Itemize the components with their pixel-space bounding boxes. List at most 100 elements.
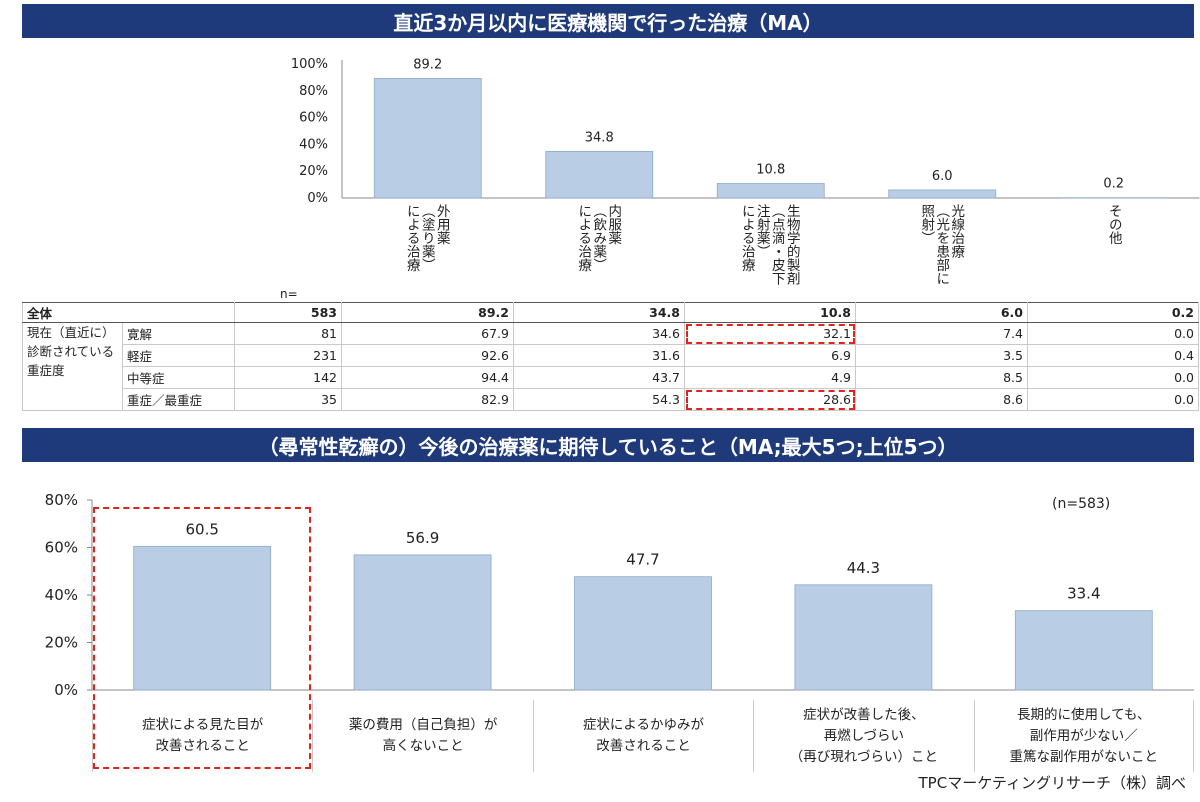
table-group-label-line: 重症度 [27,363,65,378]
chart2-bar [794,584,933,691]
chart2-category-label: 症状が改善した後、 再燃しづらい （再び現れづらい）こと [753,700,973,772]
chart1-category-label: 外用薬 （塗り薬） による治療 [403,204,450,304]
chart1-category-label-line: 照射） [918,204,935,245]
chart1-y-tick: 40% [299,137,328,152]
chart2-n-label: (n=583) [1052,496,1111,512]
chart2-category-label: 症状によるかゆみが 改善されること [532,700,753,772]
table-cell-value: 94.4 [341,366,514,389]
table-group-label: 現在（直近に） 診断されている 重症度 [22,322,123,411]
chart2-bar [574,576,712,691]
chart2-category-label-line: 薬の費用（自己負担）が [348,717,498,733]
chart1-y-tick: 20% [299,164,328,179]
chart2-category-label-line: （再び現れづらい）こと [789,748,938,765]
table-row: 現在（直近に） 診断されている 重症度 寛解 81 67.9 34.6 32.1 7.4 0.0 [22,322,1199,411]
chart2-category-label-line: 副作用が少ない／ [1029,727,1138,744]
chart1-category-label: 光線治療 （光を患部に 照射） [918,204,965,304]
chart2-category-label: 長期的に使用しても、 副作用が少ない／ 重篤な副作用がないこと [973,700,1194,772]
table-cell-value: 8.5 [855,366,1028,389]
chart1-y-tick: 60% [299,111,328,126]
table-cell-value: 54.3 [513,388,685,411]
chart1-category-label: 内服薬 （飲み薬） による治療 [575,204,622,304]
chart2-bar [1014,610,1153,691]
chart2-category-label-line: 長期的に使用しても、 [1017,706,1151,723]
table-row-label: 全体 [22,302,235,323]
table-cell-value: 31.6 [513,344,685,367]
chart2-category-label-line: 改善されること [596,738,691,754]
n-header: n= [280,287,298,301]
chart2-bar-value: 44.3 [847,559,880,577]
chart2-category-label-line: 改善されること [155,738,250,754]
table-cell-highlighted: 28.6 [684,388,856,411]
chart2-category-label-line: 重篤な副作用がないこと [1009,748,1159,765]
chart1-bar [545,150,654,199]
table-cell-value: 89.2 [341,302,514,323]
chart1-y-tick: 80% [299,84,328,99]
chart2-y-tick: 40% [45,586,78,604]
chart1-y-tick: 100% [291,57,328,72]
chart2-category-label: 症状による見た目が 改善されること [92,700,312,772]
chart1-category-label-line: 外用薬 [433,204,450,245]
chart1-plot: 100% 80% 60% 40% 20% 0% 89.2 34.8 10.8 6.0 0.2 [291,57,1200,206]
table-cell-value: 82.9 [341,388,514,411]
chart1-bar-value: 6.0 [932,169,953,184]
chart1-category-label: その他 [1105,204,1122,304]
chart1-category-label-line: による治療 [575,204,592,272]
table-cell-value: 0.4 [1027,344,1199,367]
chart2-bar [353,554,492,691]
breakdown-table: 全体 583 89.2 34.8 10.8 6.0 0.2 現在（直近に） 診断されている 重症度… [22,302,1199,411]
chart2-category-label-line: 再燃しづらい [823,727,904,744]
chart2-y-tick: 80% [45,491,78,509]
table-cell-n: 231 [234,344,342,367]
chart1-category-label-line: による治療 [738,204,755,272]
chart1-bar-value: 89.2 [413,57,442,72]
chart1-y-tick: 0% [307,191,328,206]
chart2-plot: 80% 60% 40% 20% 0% 60.5 56.9 47.7 44.3 33.4 [45,491,1194,699]
chart1-category-label-line: その他 [1105,204,1122,245]
table-cell-value: 7.4 [855,322,1028,345]
chart2-y-tick: 0% [54,681,78,699]
chart2-category-label-line: 症状が改善した後、 [803,706,925,723]
chart2-category-label-line: 高くないこと [382,738,464,754]
table-cell-value: 43.7 [513,366,685,389]
table-cell-value: 0.0 [1027,366,1199,389]
table-cell-highlighted: 32.1 [684,322,856,345]
table-row-label: 重症／最重症 [122,388,235,411]
table-cell-value: 34.8 [513,302,685,323]
chart1-category-label-line: 生物学的製剤 [783,204,800,285]
table-cell-value: 0.0 [1027,322,1199,345]
chart1-category-label-line: 内服薬 [605,204,622,245]
table-cell-value: 92.6 [341,344,514,367]
chart1-category-label-line: （飲み薬） [590,204,607,272]
table-group-label-line: 現在（直近に） [27,325,115,340]
chart1-bar [716,183,825,199]
chart2-category-label: 薬の費用（自己負担）が 高くないこと [312,700,532,772]
table-row: 軽症 231 92.6 31.6 6.9 3.5 0.4 [23,344,1199,367]
chart1-category-label-line: による治療 [403,204,420,272]
chart1-category-label-line: （点滴・皮下 [768,204,785,285]
chart2-category-label-line: 症状によるかゆみが [582,717,705,733]
chart1-bar-value: 34.8 [585,130,614,145]
table-row: 重症／最重症 35 82.9 54.3 28.6 8.6 0.0 [23,388,1199,411]
table-row: 中等症 142 94.4 43.7 4.9 8.5 0.0 [23,366,1199,389]
chart1-category-label-line: 光線治療 [948,204,965,258]
table-cell-n: 142 [234,366,342,389]
chart1-bar-value: 10.8 [756,163,785,178]
table-cell-value: 3.5 [855,344,1028,367]
source-credit: TPCマーケティングリサーチ（株）調べ [918,774,1186,792]
chart1-bar [888,189,997,199]
table-cell-value: 67.9 [341,322,514,345]
chart1-category-label-line: 注射薬） [753,204,770,258]
chart2-bar-value: 33.4 [1067,585,1100,603]
table-cell-n: 35 [234,388,342,411]
table-row-label: 軽症 [122,344,235,367]
chart2-highlight-box [93,507,311,769]
chart2-y-tick: 60% [45,539,78,557]
chart2-title: （尋常性乾癬の）今後の治療薬に期待していること（MA;最大5つ;上位5つ） [22,428,1194,462]
table-cell-n: 81 [234,322,342,345]
chart1-bar-value: 0.2 [1103,177,1124,192]
chart2-bar [133,545,272,691]
table-cell-n: 583 [234,302,342,323]
chart1-category-label: 生物学的製剤 （点滴・皮下 注射薬） による治療 [738,204,800,304]
table-cell-value: 0.2 [1027,302,1199,323]
table-cell-value: 6.9 [684,344,856,367]
